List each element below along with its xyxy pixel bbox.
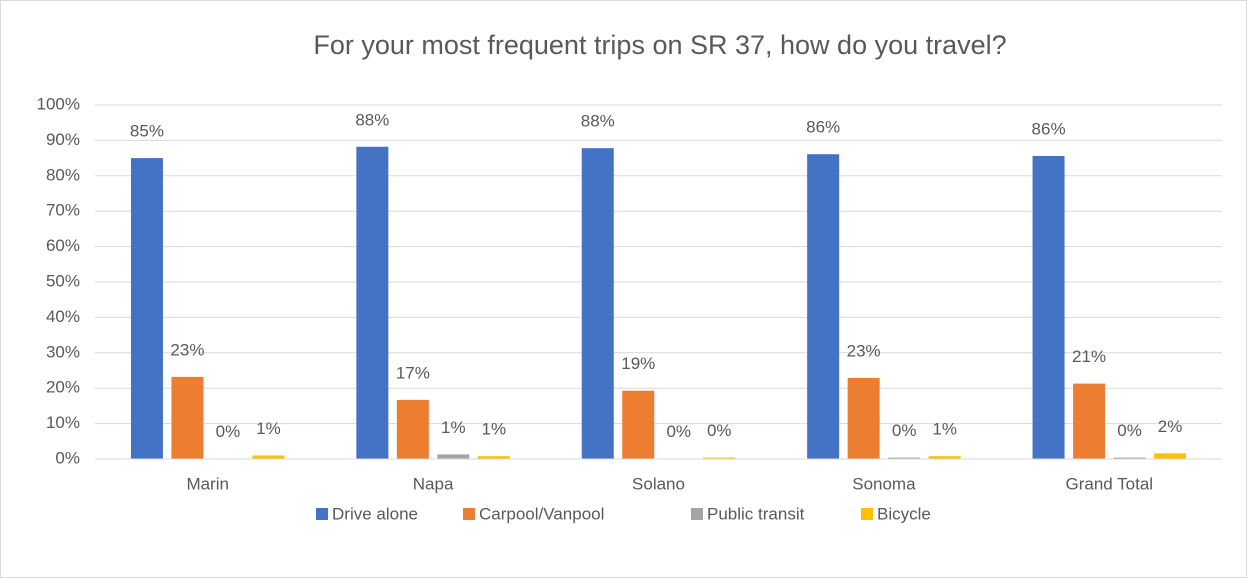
value-label: 1% [256,419,281,438]
y-tick-label: 20% [46,378,80,397]
bar [396,399,429,459]
chart-title: For your most frequent trips on SR 37, h… [313,30,1006,60]
x-tick-label: Marin [186,474,229,493]
x-tick-label: Solano [632,474,685,493]
bar [171,376,204,459]
bar [888,457,921,459]
bar [1032,155,1065,459]
x-tick-label: Napa [413,474,454,493]
bar [581,148,614,460]
y-tick-label: 90% [46,130,80,149]
value-label: 88% [581,112,615,131]
bar [356,146,389,459]
value-label: 88% [355,110,389,129]
x-tick-label: Sonoma [852,474,916,493]
bar [1073,383,1106,459]
y-tick-label: 30% [46,342,80,361]
y-tick-label: 100% [37,94,80,113]
bar [437,454,470,459]
legend-label: Bicycle [877,504,931,523]
x-tick-label: Grand Total [1066,474,1154,493]
bar [130,158,163,459]
legend-swatch [463,508,475,520]
bar [1154,453,1187,459]
value-label: 19% [621,354,655,373]
bar [252,455,285,459]
bar [703,457,736,459]
value-label: 0% [707,421,732,440]
value-label: 86% [806,118,840,137]
value-label: 85% [130,122,164,141]
value-label: 21% [1072,347,1106,366]
y-tick-label: 70% [46,201,80,220]
y-tick-label: 80% [46,165,80,184]
y-tick-label: 40% [46,307,80,326]
value-label: 1% [441,418,466,437]
legend-swatch [861,508,873,520]
y-tick-label: 50% [46,271,80,290]
y-tick-label: 0% [55,448,80,467]
value-label: 0% [666,422,691,441]
bar [847,377,880,459]
bar [1113,457,1146,459]
value-label: 0% [216,422,241,441]
value-label: 2% [1158,417,1183,436]
bar [807,154,840,459]
legend-swatch [316,508,328,520]
y-tick-label: 60% [46,236,80,255]
legend-label: Drive alone [332,504,418,523]
value-label: 17% [396,363,430,382]
value-label: 1% [932,420,957,439]
legend-swatch [691,508,703,520]
value-label: 23% [847,341,881,360]
value-label: 0% [892,421,917,440]
value-label: 1% [482,420,507,439]
bar [477,456,510,459]
value-label: 23% [170,340,204,359]
bar [928,456,961,459]
y-tick-label: 10% [46,413,80,432]
value-label: 0% [1117,421,1142,440]
legend-label: Public transit [707,504,805,523]
value-label: 86% [1032,119,1066,138]
legend-label: Carpool/Vanpool [479,504,604,523]
bar [622,390,655,459]
